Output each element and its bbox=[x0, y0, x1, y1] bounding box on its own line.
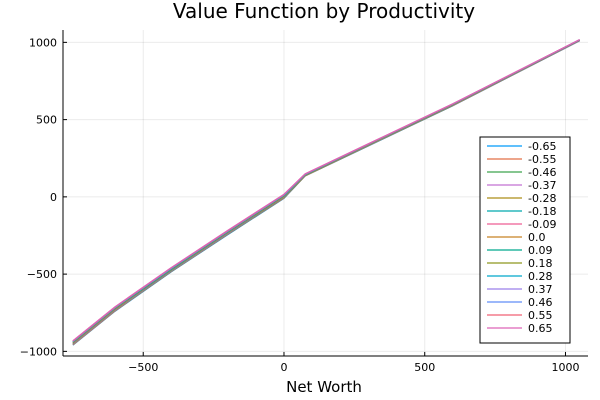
series-layer bbox=[72, 39, 580, 346]
y-tick-label: 0 bbox=[50, 191, 57, 204]
y-tick-label: −1000 bbox=[20, 345, 57, 358]
legend-entry: 0.65 bbox=[528, 322, 553, 335]
x-axis-label: Net Worth bbox=[286, 378, 362, 396]
y-tick-label: 1000 bbox=[29, 36, 57, 49]
x-tick-label: 0 bbox=[280, 361, 287, 374]
legend-entry: 0.09 bbox=[528, 244, 553, 257]
legend-entry: 0.18 bbox=[528, 257, 553, 270]
legend: -0.65-0.55-0.46-0.37-0.28-0.18-0.090.00.… bbox=[479, 136, 571, 344]
x-tick-label: 1000 bbox=[551, 361, 579, 374]
legend-entry: 0.37 bbox=[528, 283, 553, 296]
y-tick-label: −500 bbox=[27, 268, 57, 281]
legend-entry: -0.65 bbox=[528, 140, 556, 153]
series-line-14 bbox=[72, 39, 580, 342]
legend-entry: 0.28 bbox=[528, 270, 553, 283]
chart-title: Value Function by Productivity bbox=[173, 0, 475, 23]
legend-entry: 0.55 bbox=[528, 309, 553, 322]
grid bbox=[63, 30, 588, 356]
legend-entry: -0.18 bbox=[528, 205, 556, 218]
y-tick-label: 500 bbox=[36, 114, 57, 127]
x-tick-label: 500 bbox=[414, 361, 435, 374]
legend-entry: 0.0 bbox=[528, 231, 546, 244]
ticks: −500 0 500 1000 −1000 −500 0 500 1000 bbox=[20, 36, 580, 374]
legend-box bbox=[479, 136, 571, 344]
legend-entry: -0.09 bbox=[528, 218, 556, 231]
legend-entry: -0.28 bbox=[528, 192, 556, 205]
legend-entry: 0.46 bbox=[528, 296, 553, 309]
legend-entry: -0.46 bbox=[528, 166, 556, 179]
legend-entry: -0.37 bbox=[528, 179, 556, 192]
x-tick-label: −500 bbox=[128, 361, 158, 374]
legend-entry: -0.55 bbox=[528, 153, 556, 166]
axes bbox=[62, 30, 588, 357]
